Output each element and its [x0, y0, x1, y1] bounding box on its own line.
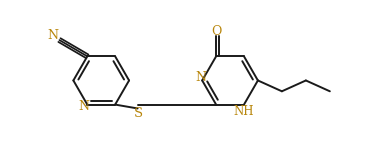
Text: N: N [47, 29, 58, 42]
Text: N: N [195, 71, 206, 84]
Text: O: O [211, 25, 221, 38]
Text: NH: NH [234, 105, 254, 118]
Text: N: N [79, 100, 90, 113]
Text: S: S [134, 107, 143, 120]
